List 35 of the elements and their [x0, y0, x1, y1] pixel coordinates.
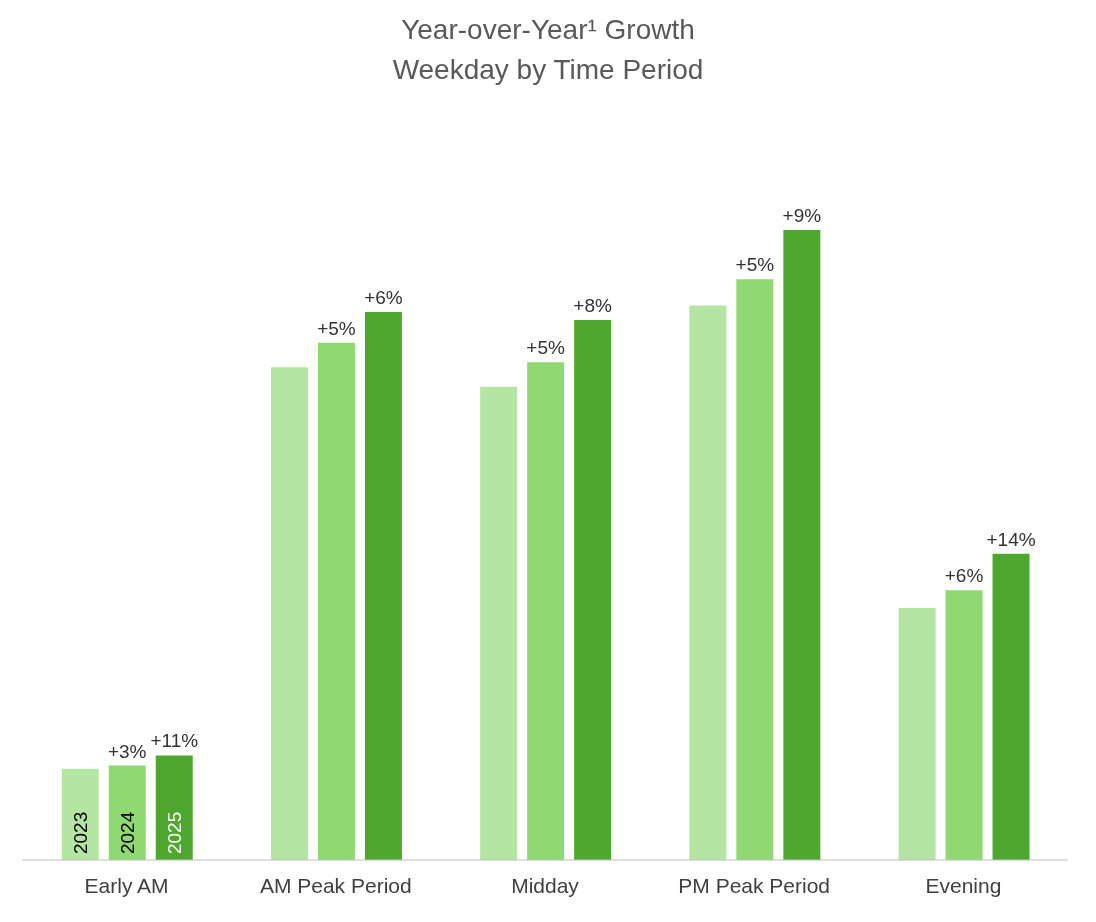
- bar: [155, 755, 193, 860]
- bar: [108, 765, 146, 860]
- bar: [480, 386, 518, 860]
- bar: [992, 553, 1030, 860]
- bar: [945, 590, 983, 860]
- bar: [783, 230, 821, 860]
- chart-subtitle: Weekday by Time Period: [391, 53, 705, 87]
- chart-title: Year-over-Year¹ Growth: [400, 13, 696, 47]
- text: +9%: [782, 205, 822, 226]
- x-tick-label: Midday: [511, 873, 580, 897]
- bar: [736, 279, 774, 860]
- annotation: +6%: [944, 565, 984, 587]
- series-label: 2024: [116, 811, 138, 854]
- bar: [689, 305, 727, 860]
- annotation: +6%: [364, 286, 403, 308]
- series-label: 2025: [163, 811, 185, 854]
- x-tick-label: Early AM: [84, 873, 169, 897]
- annotation: +5%: [526, 337, 566, 359]
- annotation: +5%: [735, 254, 775, 276]
- annotation: +5%: [317, 317, 356, 339]
- bar: [270, 367, 308, 860]
- x-tick-label: AM Peak Period: [259, 873, 412, 897]
- bar: [898, 608, 936, 860]
- annotation: +11%: [150, 730, 199, 752]
- bar: [574, 320, 612, 860]
- bar: [317, 342, 355, 860]
- x-tick-label: Evening: [925, 873, 1002, 897]
- annotation: +8%: [573, 295, 613, 317]
- x-tick-label: PM Peak Period: [678, 873, 831, 897]
- bar: [527, 362, 565, 860]
- annotation: +3%: [107, 740, 147, 762]
- series-label: 2023: [69, 811, 91, 854]
- bar: [364, 311, 402, 860]
- bar: [61, 768, 99, 860]
- annotation: +14%: [986, 528, 1036, 550]
